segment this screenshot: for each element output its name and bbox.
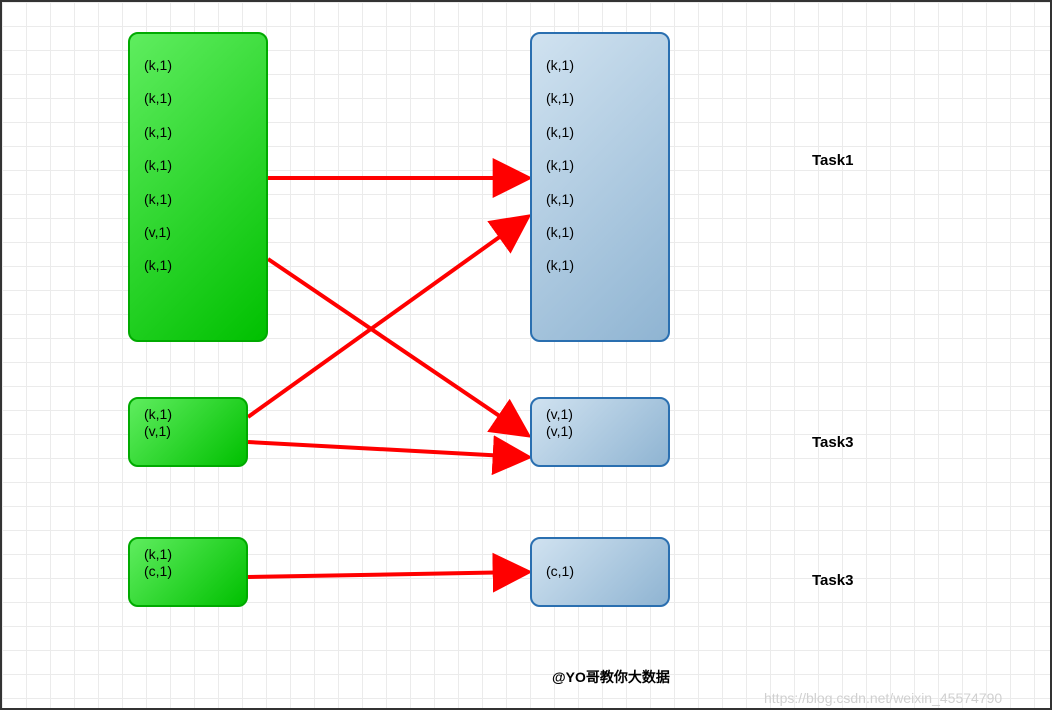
target-partition-2: (v,1) (v,1) [530,397,670,467]
kv-pair: (k,1) [144,125,266,140]
kv-pair: (v,1) [546,407,668,422]
task-label-1: Task1 [812,152,853,169]
kv-pair: (k,1) [144,547,246,562]
source-partition-3: (k,1) (c,1) [128,537,248,607]
shuffle-arrow [248,218,526,417]
kv-pair: (k,1) [546,158,668,173]
target-partition-3: (c,1) [530,537,670,607]
kv-pair: (k,1) [144,258,266,273]
target-partition-1: (k,1) (k,1) (k,1) (k,1) (k,1) (k,1) (k,1) [530,32,670,342]
shuffle-arrow [248,442,526,457]
source-partition-1: (k,1) (k,1) (k,1) (k,1) (k,1) (v,1) (k,1) [128,32,268,342]
kv-pair: (k,1) [546,258,668,273]
watermark-text: https://blog.csdn.net/weixin_45574790 [764,690,1002,706]
kv-pair: (k,1) [144,407,246,422]
kv-pair: (v,1) [144,225,266,240]
kv-pair: (v,1) [546,424,668,439]
kv-pair: (c,1) [546,564,668,579]
kv-pair: (k,1) [546,58,668,73]
kv-pair: (c,1) [144,564,246,579]
kv-pair: (k,1) [144,58,266,73]
shuffle-arrow [248,572,526,577]
kv-pair: (k,1) [144,91,266,106]
kv-pair: (k,1) [546,225,668,240]
source-partition-2: (k,1) (v,1) [128,397,248,467]
shuffle-arrow [268,259,526,434]
task-label-3: Task3 [812,572,853,589]
kv-pair: (k,1) [546,192,668,207]
task-label-2: Task3 [812,434,853,451]
kv-pair: (k,1) [546,125,668,140]
kv-pair: (k,1) [546,91,668,106]
kv-pair: (k,1) [144,158,266,173]
kv-pair: (v,1) [144,424,246,439]
diagram-canvas: (k,1)(k,1)(k,1)(k,1)(k,1)(v,1)(k,1) (k,1… [0,0,1052,710]
caption-text: @YO哥教你大数据 [552,667,670,687]
kv-pair: (k,1) [144,192,266,207]
